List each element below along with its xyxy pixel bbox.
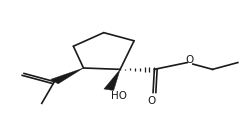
Polygon shape <box>51 68 83 84</box>
Text: O: O <box>184 55 193 65</box>
Text: O: O <box>147 96 155 106</box>
Polygon shape <box>104 69 120 91</box>
Text: HO: HO <box>111 91 127 101</box>
